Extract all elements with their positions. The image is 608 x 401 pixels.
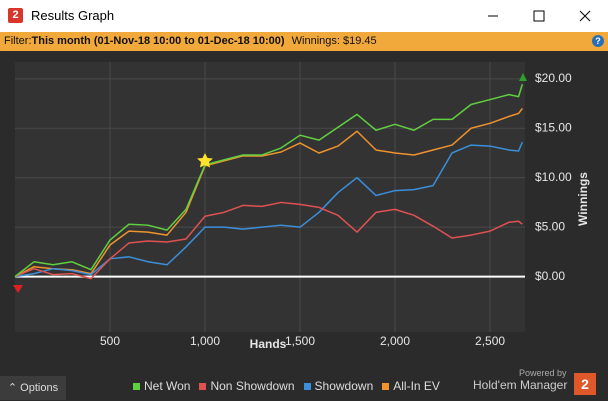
legend-swatch	[199, 383, 207, 390]
app-icon: 2	[8, 8, 23, 23]
plot-area	[15, 62, 525, 332]
bottom-bar: ⌃ Options Net Won Non Showdown Showdown All…	[0, 368, 608, 401]
x-tick-label: 1,500	[285, 334, 315, 348]
maximize-button[interactable]	[516, 0, 562, 32]
y-tick-label: $10.00	[535, 170, 572, 184]
minimize-button[interactable]	[470, 0, 516, 32]
legend: Net Won Non Showdown Showdown All-In EV	[133, 379, 449, 393]
legend-label: Net Won	[144, 379, 191, 393]
legend-entry[interactable]: Showdown	[303, 379, 374, 393]
brand: Hold'em Manager	[473, 378, 568, 392]
window-title: Results Graph	[31, 8, 115, 23]
chart: Hands Winnings 500 1,000 1,500 2,000 2,500 $0…	[13, 62, 590, 351]
series-line	[14, 201, 523, 280]
legend-entry[interactable]: Non Showdown	[199, 379, 295, 393]
series-line	[14, 84, 524, 278]
star-marker	[197, 153, 213, 168]
brand-logo: 2	[574, 373, 596, 395]
y-tick-label: $15.00	[535, 120, 572, 134]
y-tick-label: $5.00	[535, 219, 565, 233]
start-marker	[13, 285, 23, 293]
legend-swatch	[382, 383, 390, 390]
x-tick-label: 500	[100, 334, 120, 348]
filter-label: Filter:	[4, 35, 32, 47]
legend-entry[interactable]: All-In EV	[382, 379, 440, 393]
legend-swatch	[133, 383, 140, 390]
legend-label: Showdown	[314, 379, 374, 393]
help-button[interactable]: ?	[592, 35, 604, 47]
y-tick-label: $20.00	[535, 71, 572, 85]
legend-label: Non Showdown	[210, 379, 295, 393]
legend-entry[interactable]: Net Won	[133, 379, 190, 393]
filter-bar: Filter:This month (01-Nov-18 10:00 to 01…	[0, 32, 608, 51]
series-line	[14, 108, 523, 278]
powered-by: Powered by	[519, 368, 567, 378]
end-marker	[519, 73, 527, 81]
close-button[interactable]	[562, 0, 608, 32]
x-axis-title: Hands	[250, 337, 287, 351]
x-tick-label: 2,500	[475, 334, 505, 348]
y-axis-title: Winnings	[576, 172, 590, 226]
filter-range: This month (01-Nov-18 10:00 to 01-Dec-18…	[31, 35, 285, 47]
legend-label: All-In EV	[393, 379, 440, 393]
series-line	[14, 141, 524, 278]
title-bar: 2 Results Graph	[0, 0, 608, 32]
y-tick-label: $0.00	[535, 269, 565, 283]
x-tick-label: 2,000	[380, 334, 410, 348]
legend-swatch	[303, 383, 311, 390]
options-button[interactable]: ⌃ Options	[0, 376, 66, 400]
x-tick-label: 1,000	[190, 334, 220, 348]
filter-winnings: Winnings: $19.45	[291, 35, 377, 47]
options-label: Options	[20, 382, 59, 394]
